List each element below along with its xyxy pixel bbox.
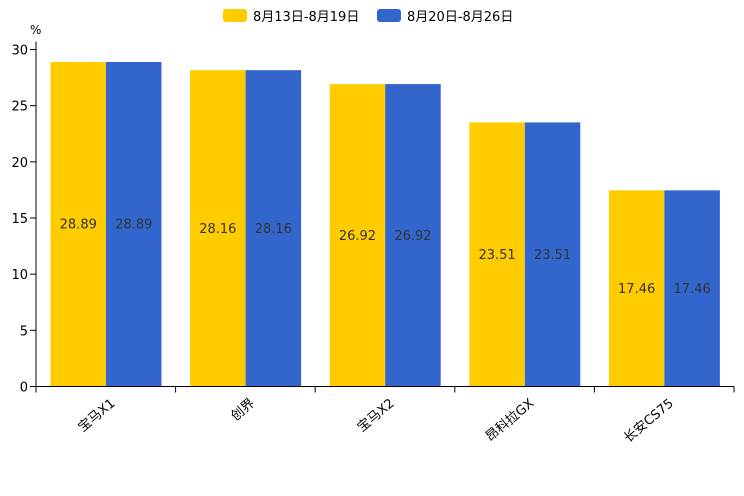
data-label: 28.89 xyxy=(60,218,97,233)
bar-2-4 xyxy=(524,122,581,387)
bar-2-3 xyxy=(385,84,441,387)
y-tick-label: 5 xyxy=(20,324,28,339)
x-tick-label: 宝马X2 xyxy=(355,396,398,435)
bar-2-5 xyxy=(664,190,720,387)
x-tick-label: 长安CS75 xyxy=(621,396,677,446)
data-label: 28.16 xyxy=(199,222,236,237)
legend-swatch-2 xyxy=(377,9,401,22)
y-axis-unit-label: % xyxy=(30,23,41,37)
data-label: 26.92 xyxy=(339,229,376,244)
bar-2-1 xyxy=(106,61,162,387)
bar-1-5 xyxy=(608,190,665,387)
bar-1-3 xyxy=(329,84,386,387)
legend-label-2: 8月20日-8月26日 xyxy=(407,10,513,25)
bar-1-2 xyxy=(190,70,246,387)
bars: 28.89 28.89 28.16 28.16 26.92 26.92 23.51 23.51… xyxy=(50,61,720,387)
data-label: 26.92 xyxy=(394,229,431,244)
x-tick-label: 昂科拉GX xyxy=(483,396,537,445)
y-tick-label: 25 xyxy=(11,100,28,115)
bar-1-1 xyxy=(50,61,106,387)
data-label: 17.46 xyxy=(674,282,711,297)
data-label: 28.16 xyxy=(255,222,292,237)
data-label: 23.51 xyxy=(534,248,571,263)
y-tick-label: 0 xyxy=(20,381,28,396)
legend: 8月13日-8月19日 8月20日-8月26日 xyxy=(223,9,513,25)
bar-1-4 xyxy=(469,122,525,387)
data-label: 28.89 xyxy=(115,218,152,233)
legend-swatch-1 xyxy=(223,9,247,22)
bar-2-2 xyxy=(245,70,302,387)
legend-label-1: 8月13日-8月19日 xyxy=(253,10,359,25)
y-tick-label: 10 xyxy=(11,268,28,283)
data-label: 17.46 xyxy=(618,282,655,297)
x-tick-label: 创界 xyxy=(228,396,258,424)
y-tick-label: 30 xyxy=(11,44,28,59)
y-tick-label: 15 xyxy=(11,212,28,227)
data-label: 23.51 xyxy=(478,248,515,263)
y-tick-label: 20 xyxy=(11,156,28,171)
x-tick-label: 宝马X1 xyxy=(76,396,119,435)
